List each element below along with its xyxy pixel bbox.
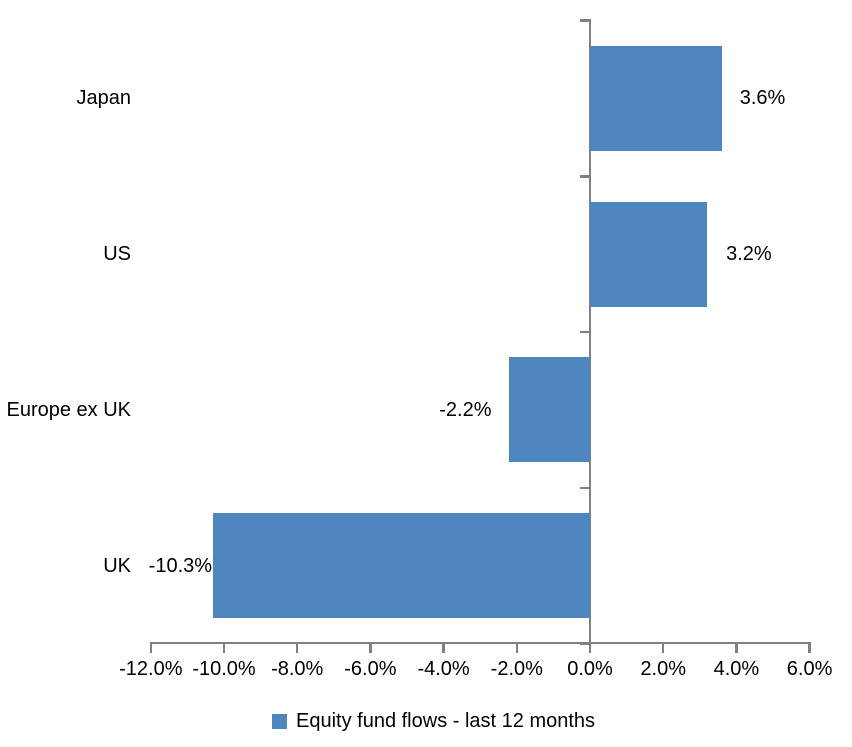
x-tick-label-6-0: 6.0% — [786, 658, 833, 680]
x-tick-label-2-0: 2.0% — [640, 658, 686, 680]
legend-label: Equity fund flows - last 12 months — [296, 710, 596, 732]
x-axis-tick — [515, 643, 519, 653]
legend-series-marker-icon — [272, 713, 287, 729]
bar-uk — [213, 513, 590, 619]
x-axis-tick — [149, 643, 153, 653]
y-axis-tick — [579, 330, 592, 334]
x-axis-tick — [661, 643, 665, 653]
x-tick-label-8-0: -8.0% — [271, 658, 324, 680]
x-tick-label-2-0: -2.0% — [490, 658, 543, 680]
data-label-japan: 3.6% — [739, 87, 786, 110]
bar-us — [590, 201, 708, 307]
data-label-uk: -10.3% — [148, 554, 213, 577]
x-tick-label-6-0: -6.0% — [344, 658, 397, 680]
legend: Equity fund flows - last 12 months — [272, 708, 595, 734]
category-label-uk: UK — [103, 554, 131, 577]
bar-japan — [590, 45, 722, 151]
x-tick-label-0-0: 0.0% — [567, 658, 613, 680]
x-axis-tick — [735, 643, 738, 653]
x-axis-tick — [295, 643, 299, 653]
bar-europe-ex-uk — [509, 357, 590, 463]
data-label-us: 3.2% — [726, 243, 772, 266]
x-axis-tick — [588, 643, 592, 653]
x-axis-tick — [808, 643, 811, 653]
x-tick-label-10-0: -10.0% — [192, 658, 256, 680]
y-axis-tick — [579, 19, 592, 22]
x-tick-label-12-0: -12.0% — [119, 658, 183, 680]
x-tick-label-4-0: -4.0% — [417, 658, 470, 680]
x-axis-line — [149, 641, 811, 645]
category-label-us: US — [103, 243, 131, 266]
x-tick-label-4-0: 4.0% — [713, 658, 760, 680]
x-axis-tick — [369, 643, 372, 653]
x-axis-tick — [222, 643, 226, 653]
y-axis-tick — [579, 486, 592, 489]
category-label-japan: Japan — [76, 87, 132, 110]
category-label-europe-ex-uk: Europe ex UK — [6, 398, 131, 421]
data-label-europe-ex-uk: -2.2% — [439, 398, 492, 421]
x-axis-tick — [442, 643, 445, 653]
y-axis-tick — [579, 175, 592, 178]
